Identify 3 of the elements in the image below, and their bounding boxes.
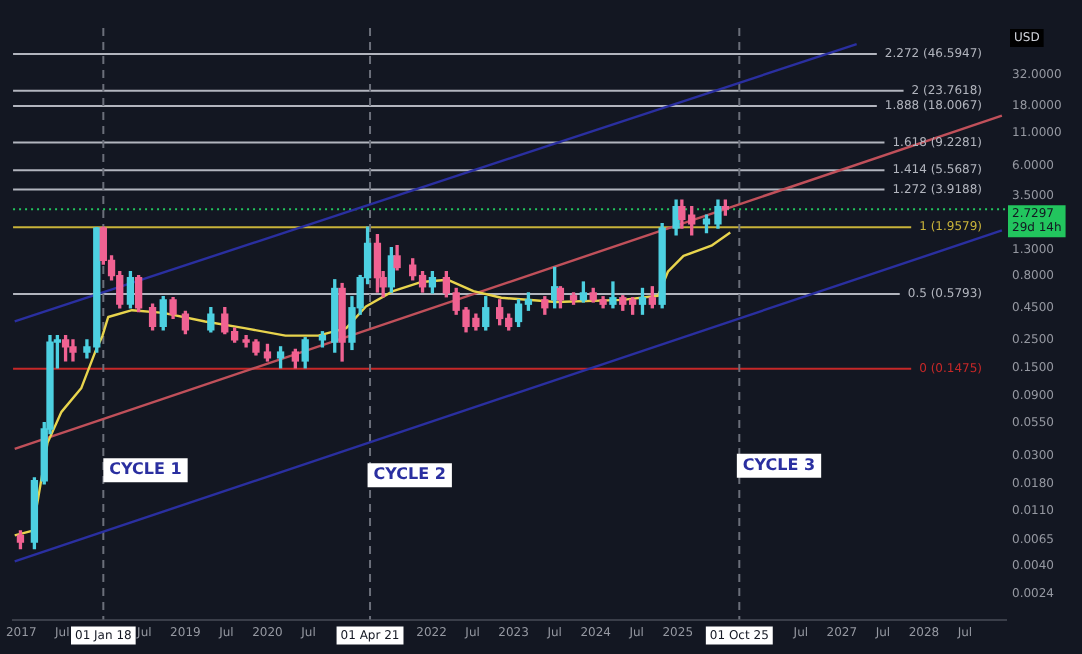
annotation: CYCLE 1 [109, 460, 183, 479]
annotation: CYCLE 2 [373, 465, 446, 484]
annotation: CYCLE 3 [742, 455, 816, 474]
